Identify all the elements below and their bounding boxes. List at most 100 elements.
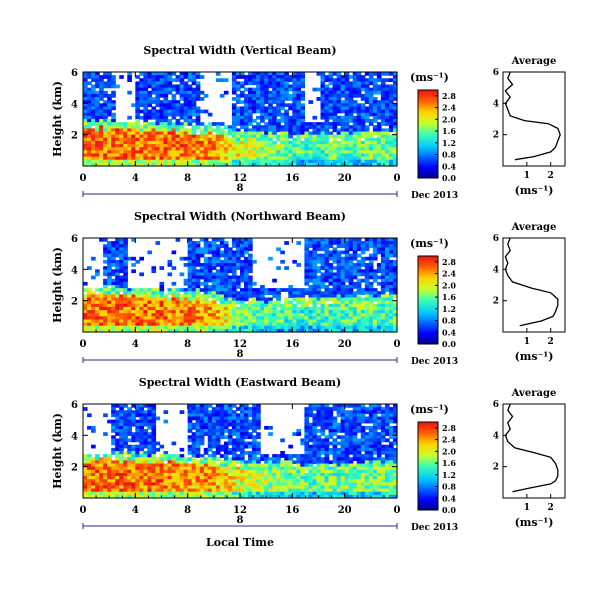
heatmap-cell	[95, 162, 100, 167]
heatmap-cell	[296, 150, 301, 155]
heatmap-cell	[135, 115, 140, 120]
heatmap-cell	[235, 159, 241, 164]
heatmap-cell	[175, 472, 181, 477]
heatmap-cell	[123, 491, 128, 496]
heatmap-cell	[127, 491, 132, 496]
heatmap-cell	[147, 84, 153, 89]
heatmap-cell	[223, 125, 229, 129]
heatmap-cell	[167, 90, 173, 95]
heatmap-cell	[244, 472, 249, 477]
heatmap-cell	[336, 281, 342, 286]
heatmap-cell	[380, 159, 386, 164]
heatmap-cell	[356, 156, 362, 161]
heatmap-cell	[87, 413, 92, 418]
heatmap-cell	[316, 313, 322, 317]
heatmap-cell	[179, 491, 185, 496]
heatmap-cell	[159, 485, 165, 490]
heatmap-cell	[223, 463, 229, 468]
heatmap-cell	[280, 81, 285, 86]
heatmap-cell	[380, 288, 386, 292]
colorbar-tick-label: 0.0	[442, 339, 456, 349]
heatmap-cell	[199, 97, 205, 101]
colorbar-tick-label: 1.6	[442, 292, 456, 302]
heatmap-cell	[123, 419, 128, 424]
heatmap-cell	[183, 472, 189, 477]
heatmap-cell	[191, 275, 197, 280]
heatmap-cell	[332, 122, 338, 126]
heatmap-cell	[280, 150, 285, 155]
heatmap-cell	[324, 285, 330, 289]
heatmap-cell	[219, 137, 225, 142]
heatmap-cell	[296, 306, 301, 311]
heatmap-cell	[344, 250, 350, 255]
heatmap-cell	[95, 463, 100, 468]
heatmap-cell	[191, 306, 197, 311]
heatmap-cell	[235, 250, 241, 255]
heatmap-cell	[340, 300, 346, 305]
heatmap-cell	[171, 131, 177, 136]
heatmap-cell	[171, 469, 177, 474]
heatmap-cell	[115, 460, 120, 465]
heatmap-cell	[368, 150, 374, 155]
heatmap-cell	[175, 140, 181, 145]
heatmap-cell	[191, 457, 197, 461]
heatmap-cell	[227, 419, 233, 424]
heatmap-cell	[284, 313, 289, 317]
heatmap-cell	[356, 303, 362, 308]
heatmap-cell	[248, 87, 253, 92]
heatmap-cell	[195, 463, 201, 468]
x-tick-label: 20	[338, 173, 352, 184]
heatmap-cell	[308, 241, 314, 245]
heatmap-cell	[127, 303, 132, 308]
heatmap-cell	[211, 150, 217, 155]
colorbar-segment	[418, 267, 438, 270]
heatmap-cell	[392, 134, 398, 139]
heatmap-cell	[99, 297, 104, 302]
heatmap-cell	[260, 306, 265, 311]
heatmap-cell	[235, 482, 241, 487]
heatmap-cell	[207, 294, 213, 299]
heatmap-cell	[231, 263, 237, 267]
heatmap-cell	[364, 109, 370, 114]
heatmap-cell	[195, 416, 201, 421]
colorbar-segment	[418, 138, 438, 142]
heatmap-cell	[207, 313, 213, 317]
heatmap-cell	[119, 134, 124, 139]
heatmap-cell	[183, 140, 189, 145]
heatmap-cell	[328, 266, 334, 270]
heatmap-cell	[179, 78, 185, 82]
heatmap-cell	[340, 288, 346, 292]
heatmap-cell	[304, 256, 310, 261]
heatmap-cell	[240, 444, 245, 449]
heatmap-cell	[380, 259, 386, 264]
heatmap-cell	[163, 134, 169, 139]
heatmap-cell	[179, 488, 185, 493]
heatmap-cell	[83, 150, 88, 155]
heatmap-cell	[244, 419, 249, 424]
heatmap-cell	[83, 109, 88, 114]
heatmap-cell	[280, 115, 285, 120]
heatmap-cell	[376, 250, 382, 255]
heatmap-cell	[300, 90, 306, 95]
heatmap-cell	[167, 457, 173, 461]
heatmap-cell	[235, 444, 241, 449]
heatmap-cell	[252, 438, 257, 443]
heatmap-cell	[240, 328, 245, 333]
heatmap-cell	[352, 84, 358, 89]
heatmap-cell	[356, 319, 362, 324]
heatmap-cell	[179, 131, 185, 136]
heatmap-cell	[147, 122, 153, 126]
heatmap-cell	[135, 407, 140, 411]
heatmap-cell	[87, 454, 92, 458]
heatmap-cell	[151, 472, 157, 477]
heatmap-cell	[392, 263, 398, 267]
heatmap-cell	[316, 278, 322, 283]
heatmap-cell	[119, 322, 124, 327]
heatmap-cell	[392, 109, 398, 114]
heatmap-cell	[320, 156, 326, 161]
heatmap-cell	[364, 147, 370, 151]
heatmap-cell	[103, 316, 108, 321]
heatmap-cell	[272, 115, 277, 120]
heatmap-cell	[159, 319, 165, 324]
heatmap-cell	[183, 303, 189, 308]
